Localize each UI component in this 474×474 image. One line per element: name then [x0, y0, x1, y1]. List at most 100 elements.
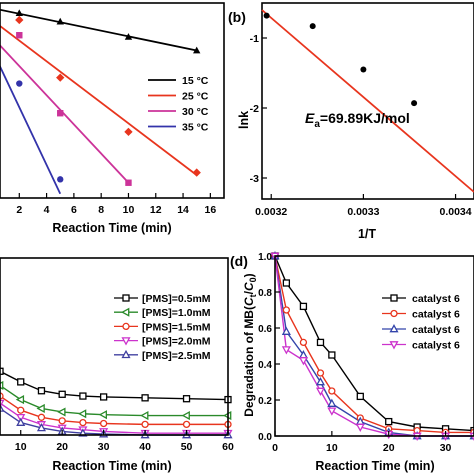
panel-a-data-point: [16, 80, 23, 87]
panel-c-data-point: [58, 390, 66, 398]
panel-a-data-point: [15, 15, 24, 25]
panel-a-x-tick-label: 2: [16, 204, 22, 216]
panel-c-legend-label: [PMS]=2.0mM: [142, 336, 211, 348]
panel-a-x-tick-label: 10: [123, 204, 135, 216]
panel-c-x-tick-label: 50: [181, 441, 193, 453]
panel-b-data-point: [411, 100, 418, 107]
panel-a-data-point: [56, 17, 64, 25]
panel-c-data-point: [17, 406, 25, 414]
panel-b-x-tick-label: 0.0033: [347, 206, 379, 218]
panel-c-legend-marker: [121, 349, 131, 359]
panel-c-data-point: [141, 394, 149, 402]
panel-b-frame: [261, 2, 474, 200]
panel-d-data-point: [385, 417, 393, 426]
panel-b: (b) 0.0032 0.0033 0.0034 -1 -2 -3 lnk 1/T Ea=…: [228, 2, 474, 241]
panel-b-x-axis-label: 1/T: [358, 227, 376, 241]
panel-d-x-tick-label: 10: [326, 442, 338, 454]
panel-c-data-point: [37, 387, 46, 395]
panel-c: 10 20 30 40 50 60 Reaction Time (min) [PMS]=0…: [0, 257, 234, 473]
panel-d-legend-label: catalyst 6: [412, 293, 460, 305]
panel-a-x-axis-label: Reaction Time (min): [52, 221, 171, 235]
panel-a-data-point: [56, 73, 65, 82]
panel-d: (d) 0 10 20 30 0.0 0.2 0.4 0.6 0.8 1.0 Degradatio…: [230, 251, 474, 473]
panel-a-data-point: [125, 179, 132, 186]
panel-a-data-point: [57, 176, 64, 183]
activation-energy-annotation: Ea=69.89KJ/mol: [305, 110, 410, 130]
panel-d-frame: [274, 255, 474, 437]
panel-d-x-axis-label: Reaction Time (min): [315, 459, 434, 473]
panel-a-data-point: [16, 32, 23, 39]
panel-d-data-point: [281, 346, 291, 355]
panel-c-data-point: [0, 403, 5, 412]
panel-c-legend-marker: [122, 322, 130, 331]
panel-a-fit-line: [0, 64, 62, 195]
panel-a-x-tick-label: 12: [150, 204, 162, 216]
panel-c-data-point: [140, 410, 149, 421]
panel-c-x-tick-label: 60: [222, 441, 234, 453]
panel-d-y-tick-label: 0.0: [258, 432, 272, 443]
panel-a-frame: [0, 2, 225, 199]
panel-b-fit-line: [261, 9, 474, 193]
panel-a-x-tick-label: 4: [44, 204, 50, 216]
panel-a-legend-label: 15 °C: [182, 75, 209, 87]
panel-a-data-point: [15, 9, 23, 17]
panel-c-data-point: [17, 378, 25, 386]
panel-c-data-point: [77, 409, 87, 419]
panel-d-x-tick-label: 30: [440, 442, 452, 454]
panel-d-x-tick-label: 0: [272, 442, 278, 454]
panel-d-data-point: [355, 423, 365, 432]
panel-d-data-point: [298, 357, 308, 366]
panel-d-data-point: [328, 351, 336, 359]
panel-d-data-point: [282, 279, 291, 287]
panel-c-data-point: [15, 395, 25, 405]
panel-c-data-point: [79, 418, 87, 427]
panel-c-data-point: [182, 420, 191, 429]
panel-b-y-tick-label: -2: [250, 103, 259, 115]
panel-d-data-point: [316, 338, 325, 347]
panel-d-legend-marker: [389, 341, 399, 350]
panel-d-data-point: [282, 306, 291, 314]
panel-d-data-point: [281, 326, 291, 335]
panel-c-x-tick-label: 10: [15, 441, 27, 453]
panel-c-x-tick-label: 40: [139, 441, 151, 453]
panel-c-legend-label: [PMS]=2.5mM: [142, 350, 211, 362]
panel-d-legend-marker: [390, 309, 398, 318]
panel-a-data-point: [192, 168, 201, 177]
panel-c-frame: [0, 257, 229, 436]
panel-c-data-point: [79, 392, 87, 400]
panel-d-data-point: [299, 302, 308, 311]
panel-a-x-tick-label: 8: [98, 204, 104, 216]
panel-d-data-point: [356, 392, 364, 401]
panel-a-x-tick-label: 14: [177, 204, 189, 216]
panel-d-data-point: [315, 377, 326, 386]
panel-a-data-point: [124, 127, 133, 137]
panel-c-data-point: [16, 417, 26, 426]
panel-d-y-tick-label: 0.8: [258, 288, 272, 299]
panel-c-data-point: [58, 417, 66, 425]
panel-d-y-tick-label: 0.4: [258, 360, 272, 371]
panel-c-legend-marker: [122, 294, 130, 302]
panel-d-x-tick-label: 20: [383, 442, 395, 454]
panel-a-x-tick-label: 16: [205, 204, 217, 216]
panel-a-data-point: [57, 110, 64, 117]
panel-d-y-tick-label: 0.6: [258, 324, 272, 335]
panel-c-series-line: [0, 402, 228, 434]
panel-a-x-tick-label: 6: [71, 204, 77, 216]
panel-c-data-point: [57, 407, 66, 417]
panel-d-y-tick-label: 0.2: [258, 396, 272, 407]
panel-c-data-point: [0, 367, 4, 375]
panel-a-data-point: [124, 33, 133, 40]
panel-c-data-point: [141, 420, 149, 429]
panel-a-fit-line: [0, 24, 198, 176]
panel-b-y-axis-label: lnk: [237, 111, 251, 129]
panel-c-series-line: [0, 370, 229, 401]
panel-a-fit-line: [0, 8, 197, 52]
panel-c-x-tick-label: 30: [98, 441, 110, 453]
panel-b-data-point: [263, 12, 270, 19]
panel-c-legend-marker: [121, 337, 131, 346]
panel-c-data-point: [36, 422, 47, 432]
panel-c-data-point: [181, 410, 190, 421]
panel-c-x-axis-label: Reaction Time (min): [52, 459, 171, 473]
panel-d-series-line: [274, 255, 474, 434]
